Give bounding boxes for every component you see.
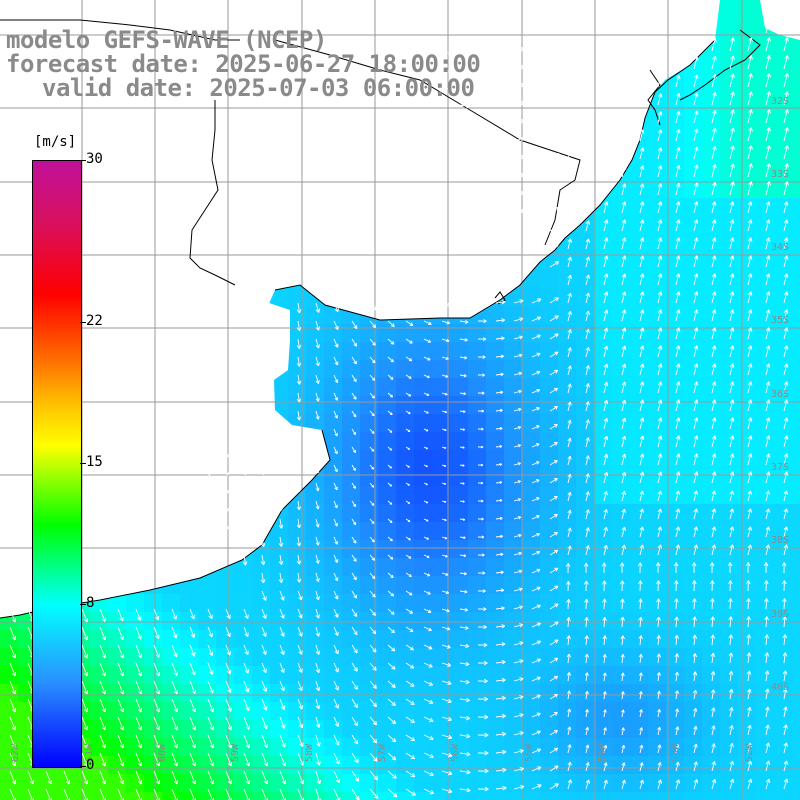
colorbar-tick-label: 8	[86, 595, 95, 612]
longitude-label: 56W	[450, 743, 461, 762]
longitude-label: 60W	[157, 743, 168, 762]
longitude-label: 61W	[84, 743, 95, 762]
longitude-label: 62W	[10, 743, 21, 762]
latitude-label: 40S	[771, 682, 789, 693]
colorbar-tick-mark	[80, 463, 86, 464]
colorbar-unit: [m/s]	[34, 134, 77, 150]
latitude-label: 37S	[771, 462, 789, 473]
colorbar-tick-label: 30	[86, 151, 103, 167]
longitude-label: 55W	[524, 743, 535, 762]
colorbar-tick-label: 22	[86, 312, 103, 329]
colorbar-tick-mark	[80, 321, 86, 323]
colorbar-tick-mark	[80, 766, 86, 767]
colorbar-tick-label: 15	[86, 454, 103, 470]
colorbar	[32, 160, 82, 768]
title-forecast-date: forecast date: 2025-06-27 18:00:00	[6, 50, 481, 78]
longitude-label: 57W	[377, 743, 388, 762]
coastlines	[0, 19, 761, 619]
colorbar-tick-mark	[80, 604, 86, 606]
map-title: modelo GEFS-WAVE (NCEP) forecast date: 2…	[6, 26, 481, 102]
longitude-label: 52W	[744, 743, 755, 762]
latitude-label: 32S	[771, 96, 789, 107]
latitude-label: 39S	[771, 609, 789, 620]
longitude-label: 58W	[304, 743, 315, 762]
latitude-label: 38S	[771, 535, 789, 546]
longitude-label: 53W	[670, 743, 681, 762]
longitude-labels: 62W 61W 60W 59W 58W 57W 56W 55W 54W 53W 52W	[10, 743, 755, 762]
colorbar-tick-label: 0	[86, 757, 95, 773]
title-model: modelo GEFS-WAVE (NCEP)	[6, 26, 327, 54]
latitude-label: 33S	[771, 169, 789, 180]
title-valid-date: valid date: 2025-07-03 06:00:00	[42, 74, 475, 102]
colorbar-tick-mark	[80, 160, 86, 161]
latitude-label: 36S	[771, 389, 789, 400]
latitude-labels: 32S 33S 34S 35S 36S 37S 38S 39S 40S	[771, 96, 789, 693]
latitude-label: 34S	[771, 242, 789, 253]
longitude-label: 59W	[230, 743, 241, 762]
longitude-label: 54W	[597, 743, 608, 762]
latitude-label: 35S	[771, 315, 789, 326]
